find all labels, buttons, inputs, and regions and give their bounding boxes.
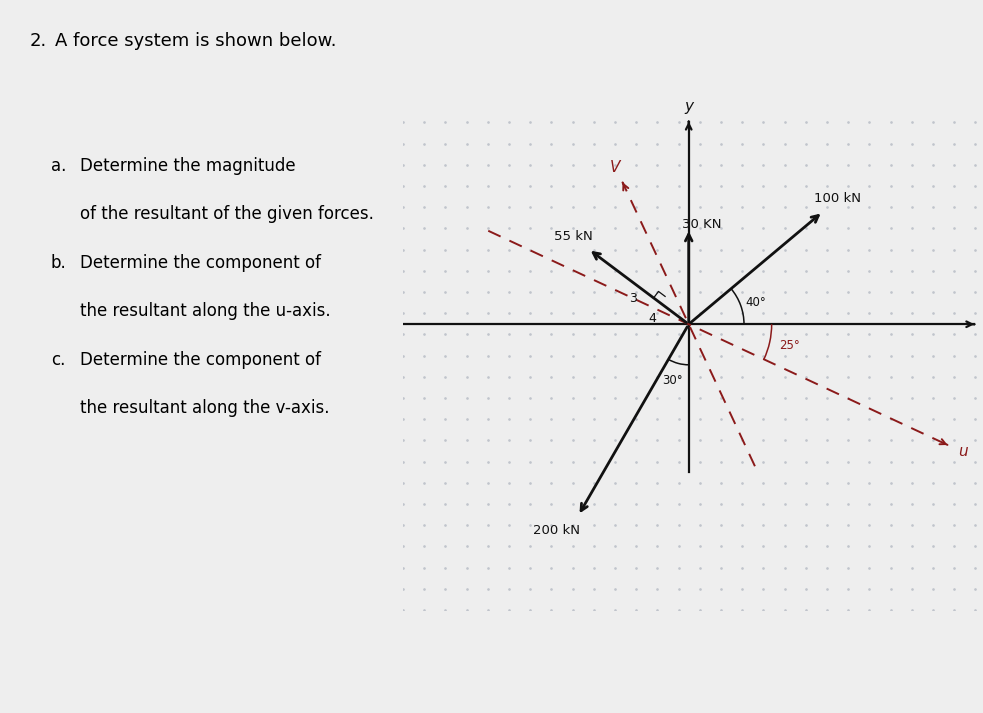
Text: u: u — [957, 444, 967, 459]
Text: 30°: 30° — [663, 374, 683, 387]
Text: a.: a. — [51, 157, 66, 175]
Text: 3: 3 — [629, 292, 637, 305]
Text: 2.: 2. — [29, 32, 47, 50]
Text: of the resultant of the given forces.: of the resultant of the given forces. — [81, 205, 375, 223]
Text: 200 kN: 200 kN — [533, 524, 580, 537]
Text: 100 kN: 100 kN — [814, 193, 861, 205]
Text: 40°: 40° — [745, 296, 766, 309]
Text: c.: c. — [51, 351, 65, 369]
Text: Determine the component of: Determine the component of — [81, 351, 321, 369]
Text: Determine the component of: Determine the component of — [81, 254, 321, 272]
Text: Determine the magnitude: Determine the magnitude — [81, 157, 296, 175]
Text: y: y — [684, 99, 693, 114]
Text: 4: 4 — [648, 312, 656, 325]
Text: 25°: 25° — [780, 339, 800, 352]
Text: b.: b. — [51, 254, 67, 272]
Text: the resultant along the v-axis.: the resultant along the v-axis. — [81, 399, 330, 417]
Text: A force system is shown below.: A force system is shown below. — [55, 32, 336, 50]
Text: the resultant along the u-axis.: the resultant along the u-axis. — [81, 302, 331, 320]
Text: 55 kN: 55 kN — [554, 230, 593, 242]
Text: V: V — [610, 160, 620, 175]
Text: 30 KN: 30 KN — [682, 218, 722, 231]
